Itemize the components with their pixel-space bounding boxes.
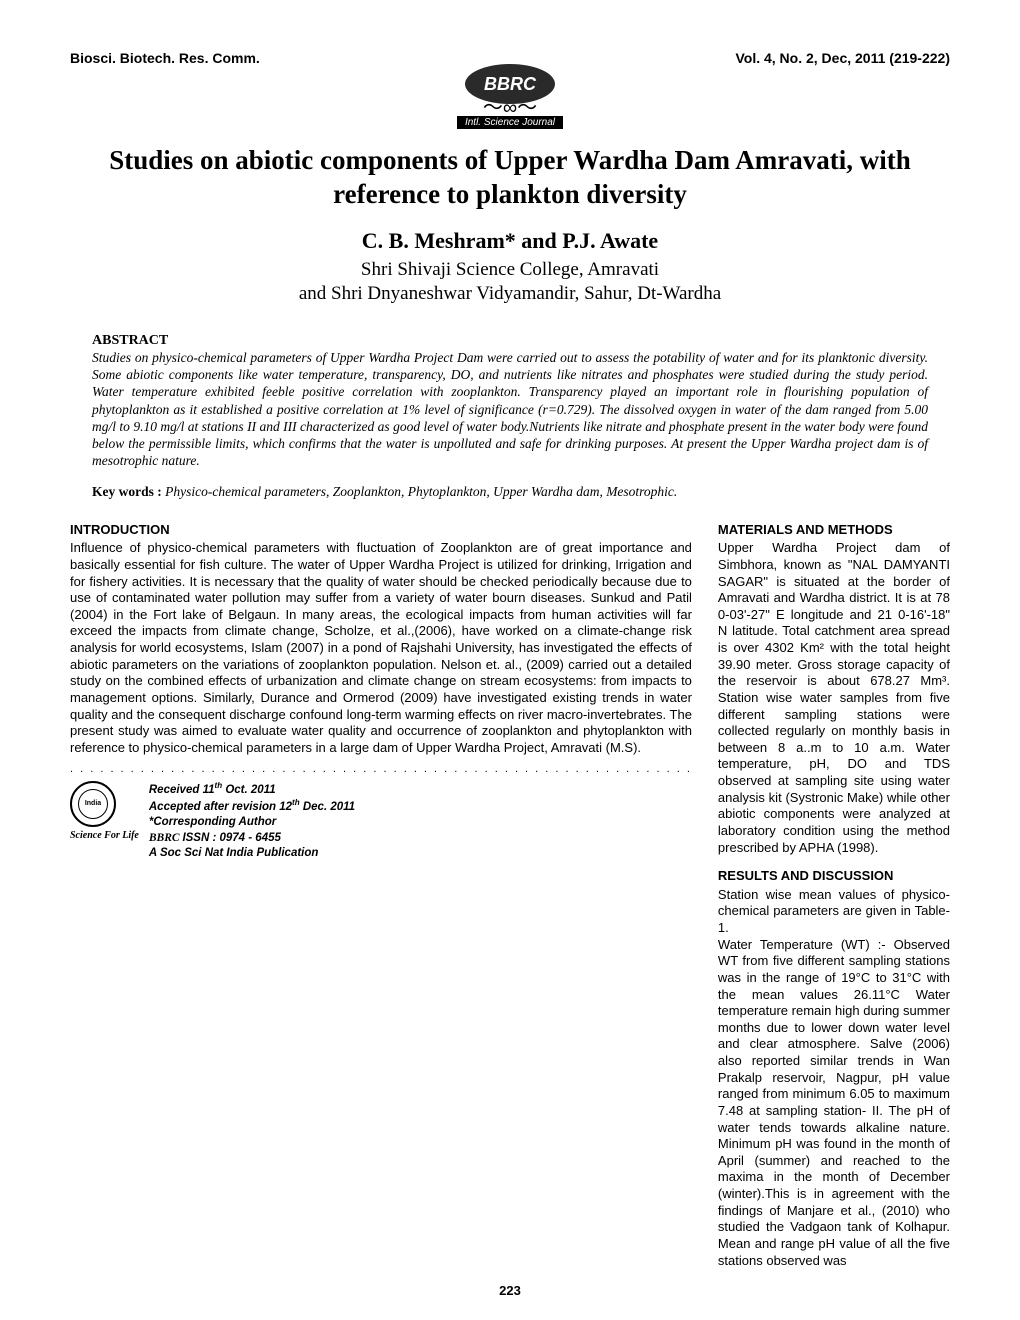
body-columns: INTRODUCTION Influence of physico-chemic… <box>70 522 950 1270</box>
methods-text: Upper Wardha Project dam of Simbhora, kn… <box>718 540 950 856</box>
logo-swirl-icon: 〜∞〜 <box>483 102 537 114</box>
abstract-block: ABSTRACT Studies on physico-chemical par… <box>92 333 928 500</box>
keywords-label: Key words : <box>92 484 165 499</box>
publication-line: A Soc Sci Nat India Publication <box>149 846 355 862</box>
science-for-life: Science For Life <box>70 829 139 843</box>
corresponding-author: *Corresponding Author <box>149 815 355 831</box>
methods-heading: MATERIALS AND METHODS <box>718 522 950 539</box>
results-text: Station wise mean values of physico-chem… <box>718 887 950 1269</box>
abstract-text: Studies on physico-chemical parameters o… <box>92 349 928 470</box>
authors: C. B. Meshram* and P.J. Awate <box>70 228 950 254</box>
results-heading: RESULTS AND DISCUSSION <box>718 868 950 885</box>
seal-wrap: India Science For Life <box>70 781 139 843</box>
volume-info: Vol. 4, No. 2, Dec, 2011 (219-222) <box>735 50 950 66</box>
journal-name: Biosci. Biotech. Res. Comm. <box>70 50 260 66</box>
meta-lines: Received 11th Oct. 2011 Accepted after r… <box>149 781 355 862</box>
introduction-text: Influence of physico-chemical parameters… <box>70 540 692 756</box>
introduction-heading: INTRODUCTION <box>70 522 692 539</box>
page-number: 223 <box>0 1283 1020 1298</box>
received-date: Received 11th Oct. 2011 <box>149 781 355 798</box>
affiliation: Shri Shivaji Science College, Amravatian… <box>70 258 950 307</box>
seal-inner: India <box>78 789 108 819</box>
accepted-date: Accepted after revision 12th Dec. 2011 <box>149 798 355 815</box>
logo-banner: Intl. Science Journal <box>457 116 563 129</box>
abstract-heading: ABSTRACT <box>92 333 928 349</box>
article-meta: India Science For Life Received 11th Oct… <box>70 781 692 862</box>
journal-logo: BBRC 〜∞〜 Intl. Science Journal <box>70 64 950 129</box>
issn-line: BBRC ISSN : 0974 - 6455 <box>149 831 355 847</box>
article-title: Studies on abiotic components of Upper W… <box>70 144 950 212</box>
keywords-line: Key words : Physico-chemical parameters,… <box>92 484 928 500</box>
right-column: MATERIALS AND METHODS Upper Wardha Proje… <box>718 522 950 1270</box>
dotted-separator: . . . . . . . . . . . . . . . . . . . . … <box>70 762 692 776</box>
left-column: INTRODUCTION Influence of physico-chemic… <box>70 522 692 1270</box>
publisher-seal-icon: India <box>70 781 116 827</box>
keywords-text: Physico-chemical parameters, Zooplankton… <box>165 484 677 499</box>
